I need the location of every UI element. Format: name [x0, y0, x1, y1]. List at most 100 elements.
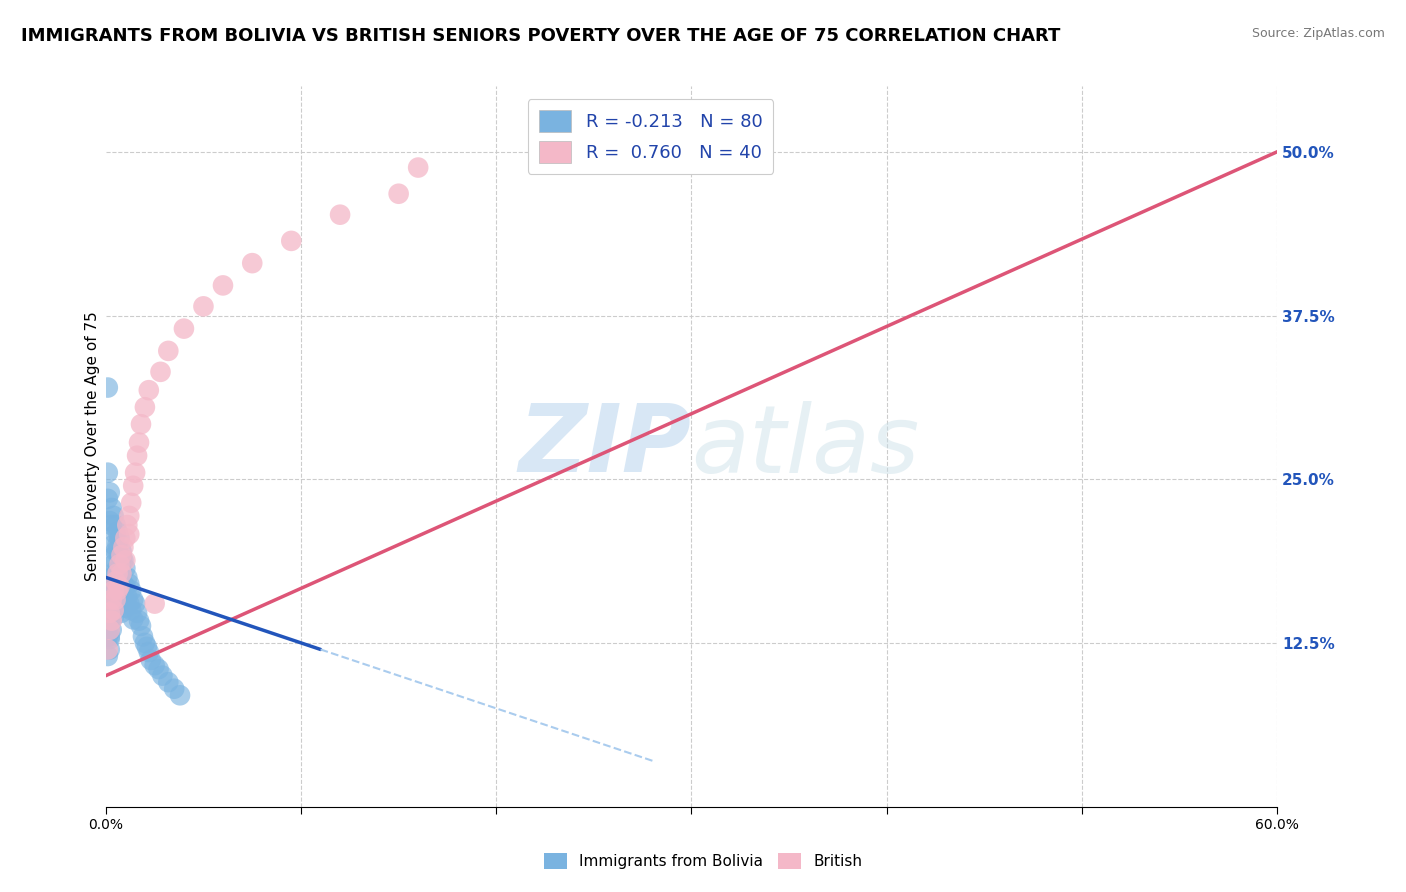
Point — [107, 544, 129, 558]
Point — [173, 321, 195, 335]
Point — [138, 645, 160, 659]
Point — [114, 580, 136, 594]
Point — [98, 632, 121, 646]
Point — [108, 580, 131, 594]
Point — [108, 590, 131, 604]
Point — [139, 653, 162, 667]
Point — [103, 508, 125, 523]
Text: atlas: atlas — [692, 401, 920, 492]
Point — [100, 614, 122, 628]
Point — [98, 642, 121, 657]
Text: ZIP: ZIP — [519, 401, 692, 492]
Point — [157, 675, 180, 690]
Point — [103, 603, 125, 617]
Point — [103, 609, 125, 624]
Point — [98, 485, 121, 500]
Point — [138, 383, 160, 397]
Point — [103, 570, 125, 584]
Point — [117, 570, 139, 584]
Point — [132, 629, 155, 643]
Point — [103, 597, 125, 611]
Point — [103, 583, 125, 598]
Point — [98, 606, 121, 620]
Point — [97, 642, 120, 657]
Point — [128, 435, 150, 450]
Point — [104, 592, 127, 607]
Point — [100, 518, 122, 533]
Legend: Immigrants from Bolivia, British: Immigrants from Bolivia, British — [537, 847, 869, 875]
Point — [120, 496, 142, 510]
Point — [110, 544, 132, 558]
Point — [97, 597, 120, 611]
Point — [108, 566, 131, 581]
Point — [124, 597, 146, 611]
Point — [127, 606, 149, 620]
Point — [97, 616, 120, 631]
Point — [163, 681, 186, 696]
Point — [169, 688, 191, 702]
Legend: R = -0.213   N = 80, R =  0.760   N = 40: R = -0.213 N = 80, R = 0.760 N = 40 — [527, 99, 773, 174]
Point — [100, 550, 122, 565]
Point — [107, 538, 129, 552]
Point — [104, 527, 127, 541]
Point — [98, 623, 121, 637]
Point — [103, 538, 125, 552]
Point — [98, 614, 121, 628]
Point — [120, 583, 142, 598]
Point — [107, 524, 129, 539]
Text: Source: ZipAtlas.com: Source: ZipAtlas.com — [1251, 27, 1385, 40]
Point — [104, 564, 127, 578]
Point — [118, 527, 141, 541]
Point — [107, 583, 129, 598]
Point — [104, 577, 127, 591]
Point — [98, 606, 121, 620]
Point — [112, 541, 135, 555]
Point — [114, 561, 136, 575]
Point — [114, 531, 136, 545]
Point — [108, 548, 131, 562]
Point — [122, 479, 145, 493]
Point — [100, 597, 122, 611]
Point — [129, 417, 152, 432]
Point — [406, 161, 429, 175]
Point — [100, 570, 122, 584]
Point — [100, 583, 122, 598]
Point — [122, 592, 145, 607]
Point — [149, 365, 172, 379]
Point — [122, 612, 145, 626]
Point — [103, 558, 125, 572]
Point — [114, 600, 136, 615]
Point — [134, 636, 156, 650]
Point — [100, 623, 122, 637]
Point — [98, 623, 121, 637]
Point — [143, 597, 166, 611]
Point — [100, 592, 122, 607]
Point — [129, 619, 152, 633]
Point — [135, 640, 157, 654]
Point — [110, 564, 132, 578]
Point — [104, 574, 127, 589]
Point — [148, 662, 170, 676]
Point — [107, 564, 129, 578]
Point — [108, 558, 131, 572]
Point — [157, 343, 180, 358]
Point — [118, 577, 141, 591]
Point — [118, 597, 141, 611]
Point — [104, 518, 127, 533]
Point — [193, 299, 215, 313]
Point — [112, 553, 135, 567]
Point — [120, 603, 142, 617]
Point — [110, 548, 132, 562]
Point — [98, 514, 121, 528]
Point — [117, 518, 139, 533]
Point — [107, 583, 129, 598]
Point — [118, 508, 141, 523]
Point — [152, 668, 174, 682]
Point — [97, 491, 120, 506]
Point — [212, 278, 235, 293]
Point — [104, 592, 127, 607]
Point — [107, 566, 129, 581]
Point — [98, 629, 121, 643]
Text: IMMIGRANTS FROM BOLIVIA VS BRITISH SENIORS POVERTY OVER THE AGE OF 75 CORRELATIO: IMMIGRANTS FROM BOLIVIA VS BRITISH SENIO… — [21, 27, 1060, 45]
Point — [124, 466, 146, 480]
